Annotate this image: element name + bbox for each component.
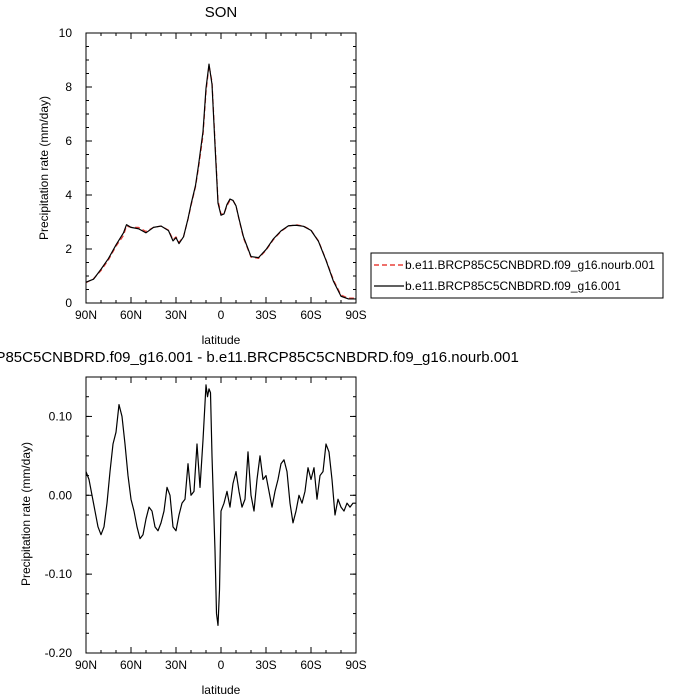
top-panel-x-tick-label-0: 90N xyxy=(75,308,97,322)
top-panel-y-tick-label-4: 8 xyxy=(65,80,72,94)
top-panel-x-tick-label-5: 60S xyxy=(300,308,321,322)
bottom-panel-x-tick-label-3: 0 xyxy=(218,658,225,672)
bottom-panel-x-tick-label-4: 30S xyxy=(255,658,276,672)
top-panel-series-line-0 xyxy=(85,64,356,299)
top-panel-x-axis-label: latitude xyxy=(202,333,241,347)
bottom-panel: b.e11.BRCP85C5CNBDRD.f09_g16.001 - b.e11… xyxy=(0,349,519,697)
legend-label-nourb: b.e11.BRCP85C5CNBDRD.f09_g16.nourb.001 xyxy=(405,258,655,272)
legend-label-urban: b.e11.BRCP85C5CNBDRD.f09_g16.001 xyxy=(405,279,621,293)
bottom-panel-title: b.e11.BRCP85C5CNBDRD.f09_g16.001 - b.e11… xyxy=(0,349,519,366)
top-panel-y-tick-label-3: 6 xyxy=(65,134,72,148)
top-panel-series-line-1 xyxy=(85,63,356,300)
legend: b.e11.BRCP85C5CNBDRD.f09_g16.nourb.001 b… xyxy=(370,252,664,299)
top-panel-x-tick-label-6: 90S xyxy=(345,308,366,322)
legend-box xyxy=(370,252,664,299)
bottom-panel-x-tick-label-0: 90N xyxy=(75,658,97,672)
bottom-panel-x-tick-label-1: 60N xyxy=(120,658,142,672)
top-panel: SON latitude Precipitation rate (mm/day)… xyxy=(37,4,367,347)
bottom-panel-y-tick-label-0: 0.10 xyxy=(49,409,73,423)
bottom-panel-x-tick-label-2: 30N xyxy=(165,658,187,672)
top-panel-y-axis-label: Precipitation rate (mm/day) xyxy=(37,96,51,240)
bottom-panel-y-tick-label-2: -0.10 xyxy=(45,567,73,581)
bottom-panel-x-axis-label: latitude xyxy=(202,683,241,697)
top-panel-x-tick-label-4: 30S xyxy=(255,308,276,322)
top-panel-x-tick-label-3: 0 xyxy=(218,308,225,322)
top-panel-x-tick-label-2: 30N xyxy=(165,308,187,322)
bottom-panel-y-tick-label-1: 0.00 xyxy=(49,488,73,502)
top-panel-ticks: 90N 60N 30N 0 30S 60S 90S 0 2 4 6 8 10 xyxy=(59,26,367,322)
bottom-panel-frame xyxy=(85,376,357,654)
bottom-panel-y-tick-label-3: -0.20 xyxy=(45,646,73,660)
top-panel-y-tick-label-1: 2 xyxy=(65,242,72,256)
top-panel-y-tick-label-0: 0 xyxy=(65,296,72,310)
bottom-panel-x-tick-label-5: 60S xyxy=(300,658,321,672)
top-panel-x-tick-label-1: 60N xyxy=(120,308,142,322)
bottom-panel-x-tick-label-6: 90S xyxy=(345,658,366,672)
top-panel-frame xyxy=(85,32,357,304)
bottom-panel-series-line-0 xyxy=(85,384,356,627)
top-panel-title: SON xyxy=(205,4,238,21)
bottom-panel-ticks: 90N 60N 30N 0 30S 60S 90S 0.10 0.00 -0.10 -0.20 xyxy=(45,376,367,672)
bottom-panel-series xyxy=(85,384,356,627)
top-panel-y-tick-label-2: 4 xyxy=(65,188,72,202)
bottom-panel-y-axis-label: Precipitation rate (mm/day) xyxy=(19,442,33,586)
top-panel-y-tick-label-5: 10 xyxy=(59,26,73,40)
top-panel-series xyxy=(85,63,356,300)
